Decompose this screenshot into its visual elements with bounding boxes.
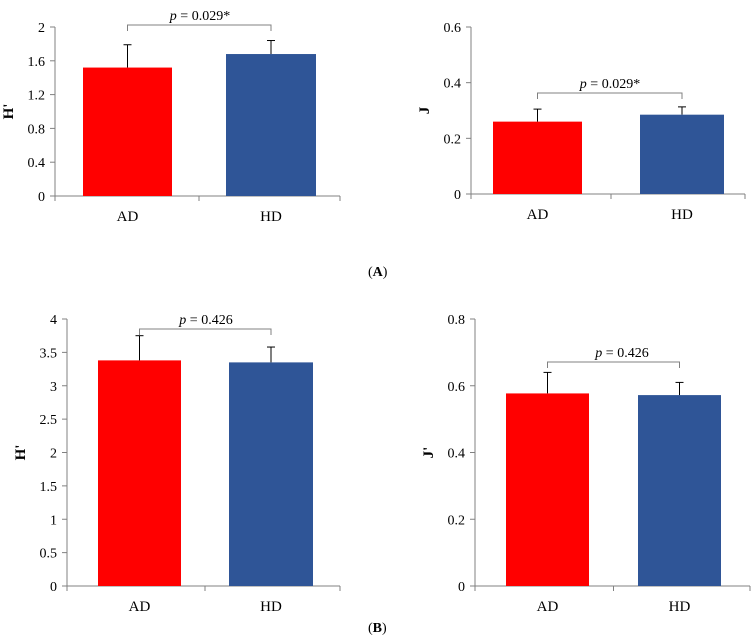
y-tick-label: 0.4: [444, 77, 462, 92]
p-value-annotation: p = 0.029*: [169, 9, 230, 24]
y-tick-label: 3.5: [40, 346, 58, 361]
y-tick-label: 0.5: [40, 547, 58, 562]
p-value-text: = 0.029*: [587, 77, 640, 92]
p-symbol: p: [169, 9, 177, 24]
y-tick-label: 4: [50, 313, 57, 328]
x-tick-label-hd: HD: [669, 599, 691, 615]
bar-ad: [493, 121, 582, 194]
y-axis-label: H': [1, 104, 17, 120]
y-tick-label: 2: [50, 447, 57, 462]
y-tick-label: 1: [50, 513, 57, 528]
bar-ad: [506, 393, 589, 586]
y-tick-label: 0.2: [448, 513, 466, 528]
p-value-annotation: p = 0.426: [178, 313, 232, 328]
p-symbol: p: [579, 77, 587, 92]
y-axis-label: H': [13, 445, 29, 461]
y-tick-label: 1.5: [40, 480, 58, 495]
p-value-text: = 0.029*: [177, 9, 230, 24]
x-tick-label-ad: AD: [527, 207, 549, 223]
y-tick-label: 0.2: [444, 132, 462, 147]
y-tick-label: 0: [454, 188, 461, 203]
x-tick-label-hd: HD: [260, 209, 282, 225]
y-tick-label: 1.2: [28, 89, 46, 104]
y-tick-label: 0.8: [448, 313, 466, 328]
y-tick-label: 0: [50, 580, 57, 595]
y-tick-label: 2.5: [40, 413, 58, 428]
chart-A-H: 0 0.4 0.8 1.2 1.6 2 H' AD HD p = 0.029*: [1, 9, 341, 225]
panel-label-b-letter: B: [372, 621, 383, 636]
y-axis-label: J': [421, 447, 437, 459]
bar-hd: [229, 362, 313, 586]
significance-bracket: [127, 24, 272, 31]
bar-hd: [638, 395, 721, 586]
p-symbol: p: [594, 346, 602, 361]
bar-ad: [83, 67, 172, 196]
p-value-annotation: p = 0.426: [594, 346, 648, 361]
significance-bracket: [547, 361, 680, 368]
x-tick-label-hd: HD: [671, 207, 693, 223]
panel-label-a-letter: A: [372, 265, 383, 280]
panel-label-b: (B): [368, 621, 387, 636]
bar-ad: [98, 360, 181, 586]
x-tick-label-ad: AD: [117, 209, 139, 225]
x-tick-label-hd: HD: [260, 599, 282, 615]
significance-bracket: [537, 92, 683, 99]
bar-hd: [640, 114, 724, 194]
x-tick-label-ad: AD: [537, 599, 559, 615]
y-tick-label: 0.4: [448, 447, 466, 462]
y-tick-label: 2: [38, 21, 45, 36]
y-tick-label: 0.8: [28, 122, 46, 137]
p-value-text: = 0.426: [186, 313, 232, 328]
y-tick-label: 0.6: [448, 380, 466, 395]
y-tick-label: 0: [38, 190, 45, 205]
y-tick-label: 0.4: [28, 156, 46, 171]
x-tick-label-ad: AD: [129, 599, 151, 615]
significance-bracket: [139, 328, 272, 335]
y-tick-label: 0.6: [444, 21, 462, 36]
chart-B-J: 0 0.2 0.4 0.6 0.8 J' AD HD p = 0.426: [421, 313, 751, 615]
panel-label-a: (A): [368, 265, 388, 280]
y-tick-label: 1.6: [28, 55, 46, 70]
bar-hd: [226, 54, 316, 196]
chart-A-J: 0 0.2 0.4 0.6 J AD HD p = 0.029*: [417, 21, 746, 223]
y-tick-label: 0: [458, 580, 465, 595]
y-axis-label: J: [417, 106, 433, 114]
p-value-text: = 0.426: [602, 346, 648, 361]
p-symbol: p: [178, 313, 186, 328]
y-tick-label: 3: [50, 380, 57, 395]
p-value-annotation: p = 0.029*: [579, 77, 640, 92]
chart-B-H: 0 0.5 1 1.5 2 2.5 3 3.5 4 H' AD HD p = 0.426: [13, 313, 341, 615]
